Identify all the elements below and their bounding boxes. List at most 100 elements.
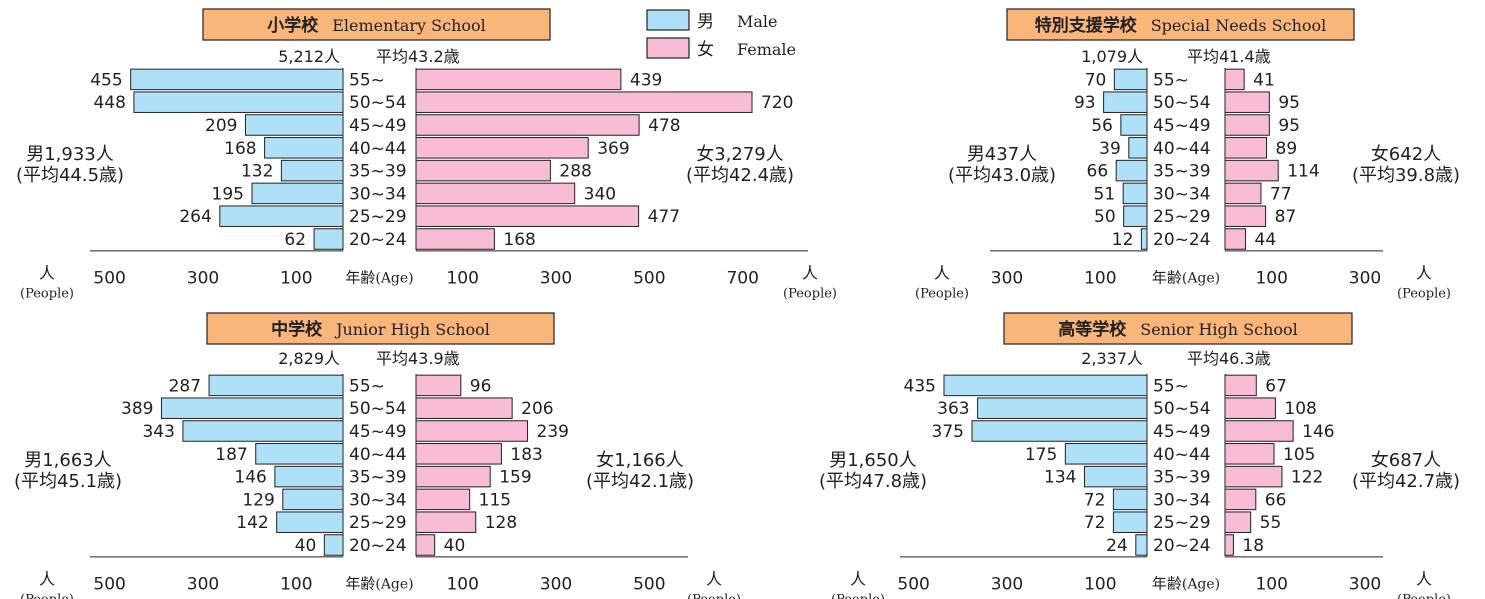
bar-female	[1224, 465, 1283, 488]
data-label-female: 439	[630, 70, 662, 90]
data-label-male: 168	[224, 139, 256, 159]
chart-panel: 特別支援学校 Special Needs School 1,079人 平均41.4歳 7…	[915, 8, 1460, 301]
male-summary-total: 男1,650人	[829, 450, 917, 471]
age-category-label: 25~29	[1153, 513, 1211, 533]
chart-panel: 中学校 Junior High School 2,829人 平均43.9歳 287 96 5…	[14, 312, 741, 599]
legend-male-ja: 男	[697, 12, 714, 32]
chart-average: 平均43.2歳	[376, 47, 460, 66]
bar-female	[415, 374, 462, 397]
data-label-female: 206	[521, 399, 553, 419]
tick-label-female: 100	[446, 574, 478, 594]
data-label-male: 50	[1094, 207, 1116, 227]
unit-label-male: 人	[934, 263, 950, 282]
bar-female	[415, 488, 471, 511]
data-label-male: 187	[215, 445, 247, 465]
female-summary-total: 女3,279人	[696, 144, 784, 165]
female-summary-total: 女1,166人	[596, 450, 684, 471]
data-label-male: 435	[904, 376, 936, 396]
bar-female	[1224, 488, 1257, 511]
data-label-female: 720	[761, 93, 793, 113]
data-label-female: 114	[1287, 162, 1319, 182]
age-category-label: 45~49	[1153, 422, 1211, 442]
bar-female	[1224, 205, 1267, 227]
data-label-female: 55	[1260, 513, 1282, 533]
bar-male	[1064, 443, 1148, 465]
tick-label-female: 700	[726, 268, 758, 288]
legend: 男 Male 女 Female	[646, 9, 796, 60]
bar-male	[1122, 182, 1148, 205]
bar-male	[323, 534, 344, 556]
female-summary-average: (平均39.8歳)	[1352, 165, 1460, 186]
age-category-label: 40~44	[349, 139, 407, 159]
unit-sub-male: (People)	[20, 286, 74, 301]
tick-label-male: 100	[280, 268, 312, 288]
unit-sub-female: (People)	[783, 286, 837, 301]
age-category-label: 50~54	[349, 93, 407, 113]
data-label-female: 168	[503, 230, 535, 250]
bar-male	[276, 511, 344, 533]
bar-female	[1224, 228, 1247, 250]
data-label-male: 12	[1112, 230, 1134, 250]
bar-male	[943, 374, 1148, 397]
tick-label-female: 500	[633, 268, 665, 288]
age-category-label: 35~39	[1153, 468, 1211, 488]
data-label-male: 375	[932, 422, 964, 442]
data-label-female: 41	[1253, 70, 1275, 90]
chart-panel: 小学校 Elementary School 5,212人 平均43.2歳 455 439 5…	[16, 8, 837, 301]
unit-label-female: 人	[1416, 263, 1432, 282]
unit-label-male: 人	[850, 569, 866, 588]
bar-male	[130, 68, 344, 91]
data-label-female: 128	[485, 513, 517, 533]
age-category-label: 30~34	[349, 184, 407, 204]
chart-total: 2,337人	[1081, 349, 1143, 368]
bar-male	[280, 159, 344, 182]
data-label-male: 70	[1085, 70, 1107, 90]
bar-female	[415, 205, 640, 227]
data-label-female: 108	[1284, 399, 1316, 419]
bar-female	[415, 397, 513, 419]
bar-female	[1224, 159, 1279, 182]
age-category-label: 30~34	[1153, 184, 1211, 204]
unit-label-female: 人	[706, 569, 722, 588]
age-category-label: 40~44	[349, 445, 407, 465]
chart-title-box	[206, 312, 555, 345]
data-label-male: 40	[295, 536, 317, 556]
data-label-male: 66	[1087, 162, 1109, 182]
bar-female	[1224, 397, 1276, 419]
female-summary-total: 女642人	[1371, 144, 1441, 165]
tick-label-female: 300	[540, 574, 572, 594]
bar-male	[977, 397, 1148, 419]
unit-label-male: 人	[39, 569, 55, 588]
bar-female	[1224, 91, 1270, 113]
chart-total: 1,079人	[1081, 47, 1143, 66]
bar-male	[971, 420, 1148, 442]
bar-female	[1224, 182, 1262, 205]
age-category-label: 20~24	[1153, 230, 1211, 250]
legend-female-en: Female	[737, 40, 796, 59]
chart-panel: 高等学校 Senior High School 2,337人 平均46.3歳 435 67…	[819, 312, 1460, 599]
tick-label-female: 100	[446, 268, 478, 288]
bar-male	[1140, 228, 1148, 250]
unit-sub-male: (People)	[20, 592, 74, 599]
data-label-male: 175	[1025, 445, 1057, 465]
data-label-female: 77	[1270, 184, 1292, 204]
data-label-male: 62	[284, 230, 306, 250]
tick-label-female: 500	[633, 574, 665, 594]
chart-title-box	[1006, 8, 1355, 41]
data-label-female: 115	[479, 490, 511, 510]
age-category-label: 25~29	[349, 513, 407, 533]
bar-male	[1103, 91, 1148, 113]
data-label-female: 340	[584, 184, 616, 204]
data-label-male: 56	[1091, 116, 1113, 136]
data-label-male: 132	[241, 162, 273, 182]
age-category-label: 45~49	[1153, 116, 1211, 136]
bar-female	[1224, 420, 1294, 442]
data-label-female: 95	[1278, 93, 1300, 113]
tick-label-female: 300	[1349, 574, 1381, 594]
age-category-label: 45~49	[349, 116, 407, 136]
tick-label-male: 500	[897, 574, 929, 594]
data-label-female: 96	[470, 376, 492, 396]
tick-label-male: 300	[991, 574, 1023, 594]
bar-female	[415, 228, 495, 250]
data-label-female: 239	[537, 422, 569, 442]
